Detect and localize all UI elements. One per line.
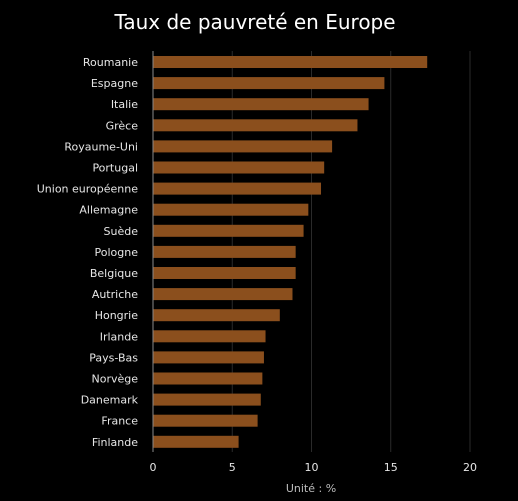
- x-tick-label: 5: [229, 461, 236, 474]
- bar: [153, 351, 264, 364]
- category-label: Roumanie: [83, 56, 138, 69]
- bar: [153, 161, 325, 174]
- bar: [153, 330, 266, 343]
- bar: [153, 182, 322, 195]
- category-label: Hongrie: [95, 309, 139, 322]
- chart-title: Taux de pauvreté en Europe: [113, 10, 395, 34]
- category-label: Norvège: [91, 373, 138, 386]
- bar: [153, 267, 296, 279]
- x-tick-label: 0: [150, 461, 157, 474]
- bar: [153, 224, 304, 237]
- category-label: Pays-Bas: [89, 351, 138, 364]
- bars: [153, 56, 428, 448]
- bar: [153, 309, 280, 322]
- x-tick-label: 10: [305, 461, 319, 474]
- x-axis-title: Unité : %: [286, 482, 336, 495]
- bar: [153, 98, 369, 111]
- category-label: Royaume-Uni: [64, 140, 138, 153]
- category-label: Portugal: [92, 162, 138, 175]
- category-label: Danemark: [81, 394, 139, 407]
- category-label: Belgique: [90, 267, 138, 280]
- bar: [153, 393, 261, 406]
- category-label: Suède: [104, 225, 139, 238]
- bar: [153, 56, 428, 68]
- category-label: Grèce: [106, 119, 139, 132]
- bar: [153, 119, 358, 132]
- category-label: Irlande: [100, 330, 139, 343]
- x-tick-label: 20: [463, 461, 477, 474]
- category-label: Pologne: [95, 246, 139, 259]
- bar: [153, 77, 385, 90]
- bar: [153, 435, 239, 448]
- category-label: Finlande: [92, 436, 138, 449]
- bar: [153, 372, 263, 385]
- category-label: Union européenne: [37, 183, 138, 196]
- category-label: Allemagne: [79, 204, 138, 217]
- category-label: Espagne: [91, 77, 138, 90]
- bar: [153, 288, 293, 301]
- x-tick-label: 15: [384, 461, 398, 474]
- category-labels: Roumanie Espagne Italie Grèce Royaume-Uni Por…: [37, 56, 139, 449]
- x-tick-labels: 0 5 10 15 20: [150, 461, 478, 474]
- bar: [153, 245, 296, 258]
- bar: [153, 414, 258, 427]
- bar: [153, 140, 333, 153]
- category-label: Italie: [111, 98, 138, 111]
- category-label: Autriche: [92, 288, 138, 301]
- category-label: France: [101, 415, 138, 428]
- bar: [153, 203, 309, 216]
